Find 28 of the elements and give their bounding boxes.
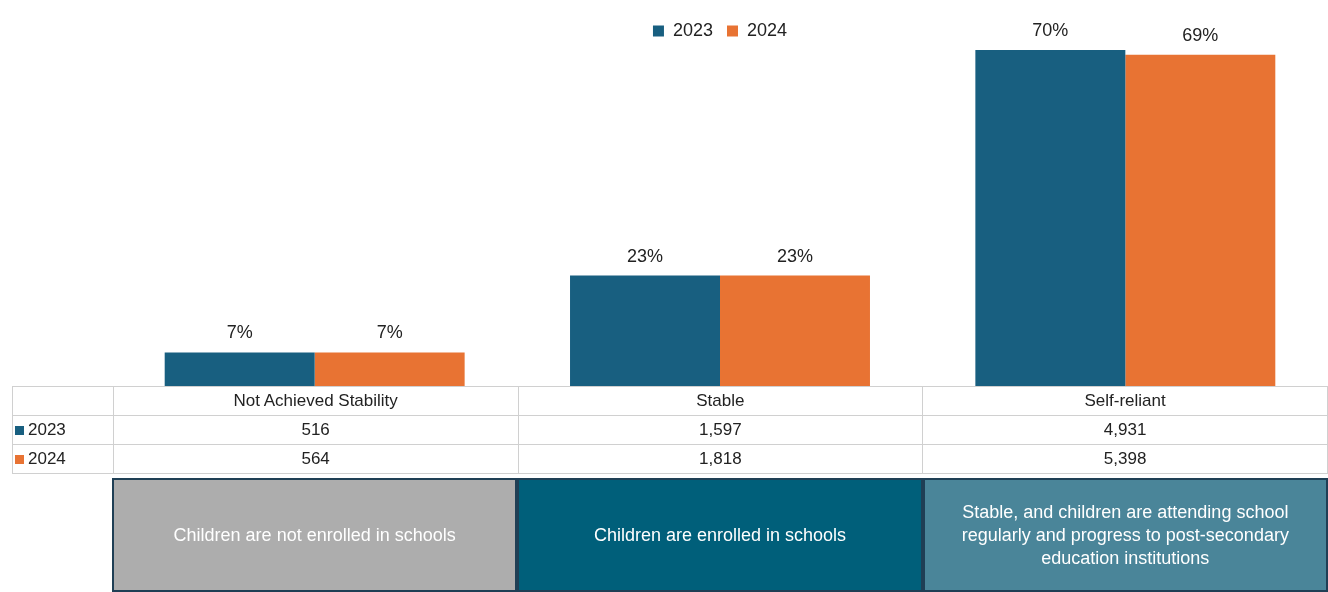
text: Stable, and children are attending school regularly and progress to post-secondary education institutions [922,478,1328,592]
text: 2024 [28,449,66,468]
text: 516 [113,415,519,445]
x-tick-label: Stable [518,386,923,416]
text: 1,597 [518,415,923,445]
data-label: 23% [627,245,664,266]
data-label: 7% [226,322,253,343]
text: Children are enrolled in schools [517,478,923,592]
data-label: 69% [1182,24,1219,45]
bar [720,275,870,386]
bar [570,275,720,386]
x-tick-label: Not Achieved Stability [113,386,519,416]
bar [1125,54,1276,386]
data-label: 23% [776,245,813,266]
x-tick-label: Self-reliant [922,386,1328,416]
bar [314,352,465,386]
legend-label: 2024 [747,19,788,40]
text: 4,931 [922,415,1328,445]
text: 564 [113,444,519,474]
data-label: 70% [1032,19,1069,40]
text: 5,398 [922,444,1328,474]
legend-label: 2023 [672,19,713,40]
bar [975,50,1126,386]
text: Children are not enrolled in schools [112,478,518,592]
text: 1,818 [518,444,923,474]
text: 2023 [28,420,66,439]
data-label: 7% [376,322,403,343]
bar [164,352,315,386]
